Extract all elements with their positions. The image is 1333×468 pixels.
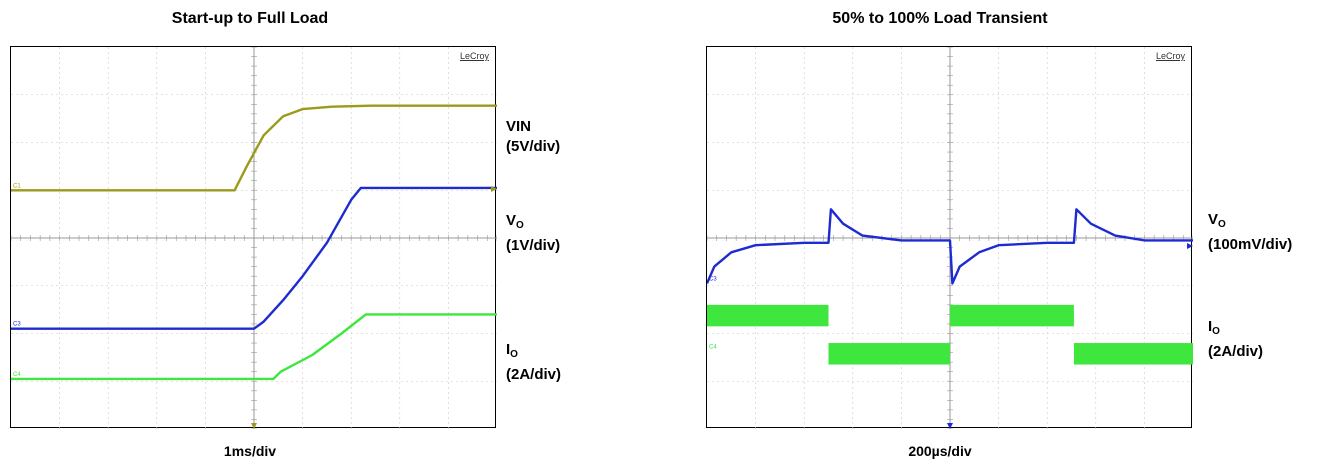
channel-marker: C1 [13, 183, 21, 189]
scope-plot: C3 C4 [707, 47, 1193, 429]
lecroy-watermark: LeCroy [1155, 51, 1185, 61]
legend-vin-scale: (5V/div) [506, 138, 561, 155]
trace-vo [11, 186, 497, 330]
legend-vin-name: VIN [506, 118, 532, 135]
legend-vin: VIN (5V/div) [506, 117, 560, 157]
panel-startup: Start-up to Full Load C1 C3 C4 LeCroy 1ms/… [0, 0, 660, 468]
chart-title: 50% to 100% Load Transient [832, 10, 1048, 27]
chart-title: Start-up to Full Load [171, 10, 329, 27]
legend-vo-scale: (100mV/div) [1208, 236, 1293, 253]
trigger-marker [947, 423, 953, 429]
legend-vo-subscript: O [516, 220, 524, 231]
x-axis-label: 200µs/div [908, 443, 972, 459]
channel-marker: C4 [13, 372, 21, 378]
legend-io-scale: (2A/div) [1208, 343, 1264, 360]
trace-vin [11, 104, 497, 192]
channel-marker: C3 [13, 322, 21, 328]
legend-io: IO (2A/div) [506, 340, 561, 385]
channel-marker: C3 [709, 276, 717, 282]
legend-vo-subscript: O [1218, 219, 1226, 230]
panel-transient: 50% to 100% Load Transient C3 C4 LeCroy 2… [660, 0, 1333, 468]
trigger-marker [251, 423, 257, 429]
trace-vo [707, 208, 1193, 285]
legend-io: IO (2A/div) [1208, 317, 1263, 362]
legend-io-scale: (2A/div) [506, 366, 562, 383]
trace-io [11, 313, 497, 381]
trigger-level-marker [1187, 243, 1193, 249]
legend-io-subscript: O [510, 349, 518, 360]
trigger-level-marker [491, 186, 497, 192]
legend-vo-name: V [506, 212, 517, 229]
legend-vo: VO (1V/div) [506, 211, 560, 256]
trace-io-band [707, 304, 829, 327]
scope-screen: C1 C3 C4 LeCroy [10, 46, 497, 429]
legend-io-subscript: O [1212, 326, 1220, 337]
legend-io-name: I [506, 341, 511, 358]
legend-vo: VO (100mV/div) [1208, 210, 1292, 255]
channel-marker: C4 [709, 344, 717, 350]
lecroy-watermark: LeCroy [459, 51, 489, 61]
x-axis-label: 1ms/div [223, 443, 277, 459]
legend-io-name: I [1208, 318, 1213, 335]
legend-vo-scale: (1V/div) [506, 237, 561, 254]
scope-plot: C1 C3 C4 [11, 47, 497, 429]
trace-io-band [1073, 343, 1193, 365]
legend-vo-name: V [1208, 211, 1219, 228]
scope-screen: C3 C4 LeCroy [706, 46, 1193, 429]
trace-io-band [828, 343, 950, 365]
trace-io-band [950, 304, 1074, 327]
